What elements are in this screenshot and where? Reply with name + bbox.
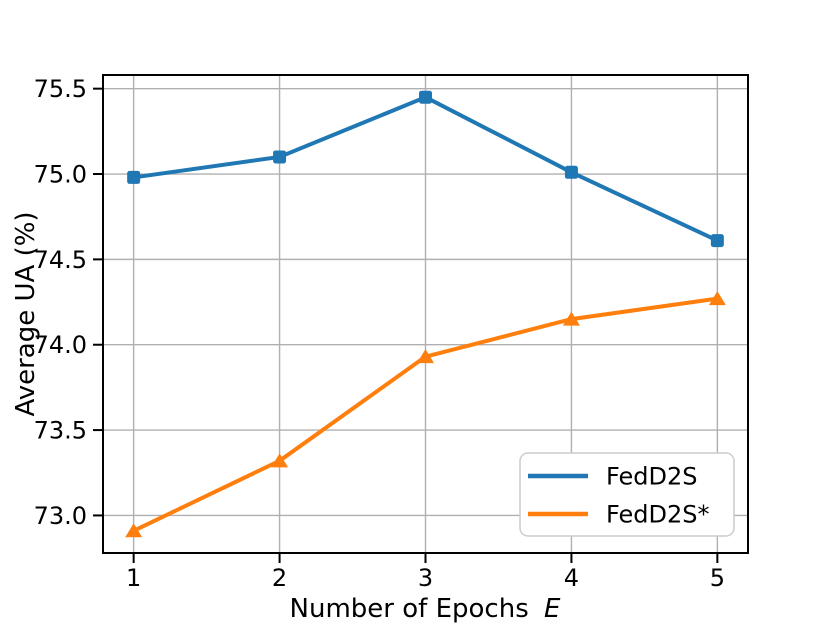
data-point-fedd2s-star [562, 311, 580, 326]
y-tick-label: 74.0 [34, 331, 87, 359]
x-tick-label: 4 [564, 564, 579, 592]
data-point-fedd2s [127, 170, 141, 184]
x-tick-label: 5 [710, 564, 725, 592]
legend-label-fedd2s: FedD2S [606, 463, 697, 491]
axis-tick-labels: 73.0 73.5 74.0 74.5 75.0 75.5 1 2 3 4 5 [34, 75, 725, 592]
data-point-fedd2s-star [125, 523, 143, 538]
data-point-fedd2s [273, 150, 287, 164]
x-tick-label: 2 [272, 564, 287, 592]
data-point-fedd2s-star [417, 349, 434, 364]
data-point-fedd2s-star [708, 291, 726, 306]
y-tick-label: 74.5 [34, 246, 87, 274]
y-tick-label: 73.5 [34, 417, 87, 445]
x-axis-label: Number of Epochs E [290, 594, 561, 623]
y-axis-label: Average UA (%) [11, 211, 41, 416]
axis-ticks [93, 87, 719, 563]
data-series [125, 90, 726, 538]
y-tick-label: 75.5 [34, 75, 87, 103]
legend: FedD2S FedD2S* [519, 452, 735, 537]
legend-label-fedd2s-star: FedD2S* [606, 501, 709, 529]
data-point-fedd2s [564, 165, 578, 179]
x-axis-label-text: Number of Epochs [290, 594, 529, 623]
data-point-fedd2s [419, 90, 432, 104]
x-tick-label: 3 [418, 564, 433, 592]
y-tick-label: 75.0 [34, 161, 87, 189]
x-tick-label: 1 [126, 564, 141, 592]
data-point-fedd2s-star [271, 453, 289, 468]
y-tick-label: 73.0 [34, 502, 87, 530]
data-point-fedd2s [710, 234, 724, 248]
x-axis-label-variable: E [544, 594, 561, 623]
